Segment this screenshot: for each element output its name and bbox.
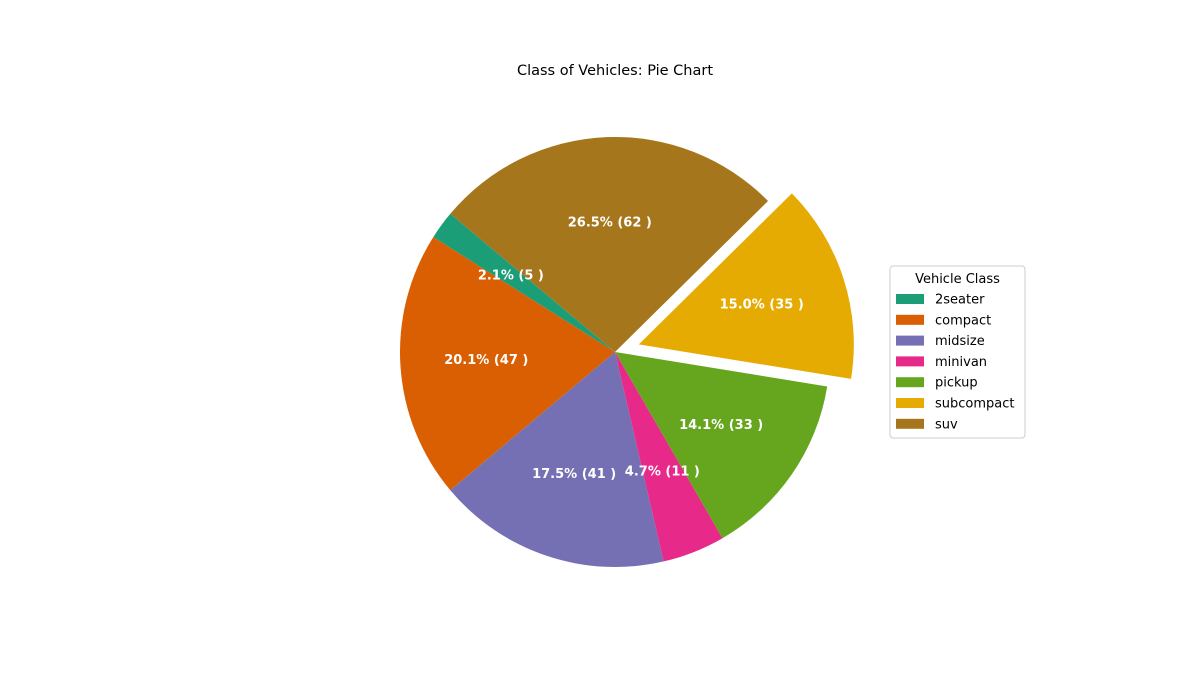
pie-slices <box>399 137 854 567</box>
slice-label-suv: 26.5% (62 ) <box>568 216 652 231</box>
legend-label-suv: suv <box>935 417 958 432</box>
pie-slice-suv <box>450 137 769 352</box>
legend-title: Vehicle Class <box>915 272 1000 287</box>
slice-label-minivan: 4.7% (11 ) <box>625 464 700 479</box>
pie-slice-compact <box>399 237 615 491</box>
legend-label-pickup: pickup <box>935 376 978 391</box>
pie-slice-pickup <box>615 352 828 539</box>
legend-swatch-compact <box>896 314 924 325</box>
legend-swatch-pickup <box>896 377 924 388</box>
slice-label-midsize: 17.5% (41 ) <box>532 467 616 482</box>
slice-label-subcompact: 15.0% (35 ) <box>720 298 804 313</box>
legend: Vehicle Class 2seater compact midsize miniv… <box>889 265 1026 439</box>
legend-entries: 2seater compact midsize minivan pickup subcom… <box>896 293 1015 432</box>
slice-label-pickup: 14.1% (33 ) <box>679 418 763 433</box>
chart-title: Class of Vehicles: Pie Chart <box>517 63 713 79</box>
legend-swatch-2seater <box>896 294 924 304</box>
legend-swatch-midsize <box>896 335 924 346</box>
pie-slice-2seater <box>433 213 615 352</box>
pie-slice-labels: 2.1% (5 ) 20.1% (47 ) 17.5% (41 ) 4.7% (11 … <box>444 216 804 482</box>
slice-label-compact: 20.1% (47 ) <box>444 353 528 368</box>
legend-swatch-suv <box>896 418 924 429</box>
legend-label-midsize: midsize <box>935 334 985 349</box>
legend-label-minivan: minivan <box>935 355 987 370</box>
legend-label-subcompact: subcompact <box>935 397 1015 412</box>
slice-label-2seater: 2.1% (5 ) <box>478 268 544 283</box>
legend-frame <box>889 265 1026 439</box>
pie-slice-minivan <box>615 352 723 562</box>
legend-swatch-subcompact <box>896 398 924 408</box>
legend-label-compact: compact <box>935 313 991 328</box>
pie-slice-subcompact <box>638 193 854 379</box>
legend-label-2seater: 2seater <box>935 293 985 308</box>
legend-swatch-minivan <box>896 356 924 367</box>
pie-slice-midsize <box>450 352 664 567</box>
